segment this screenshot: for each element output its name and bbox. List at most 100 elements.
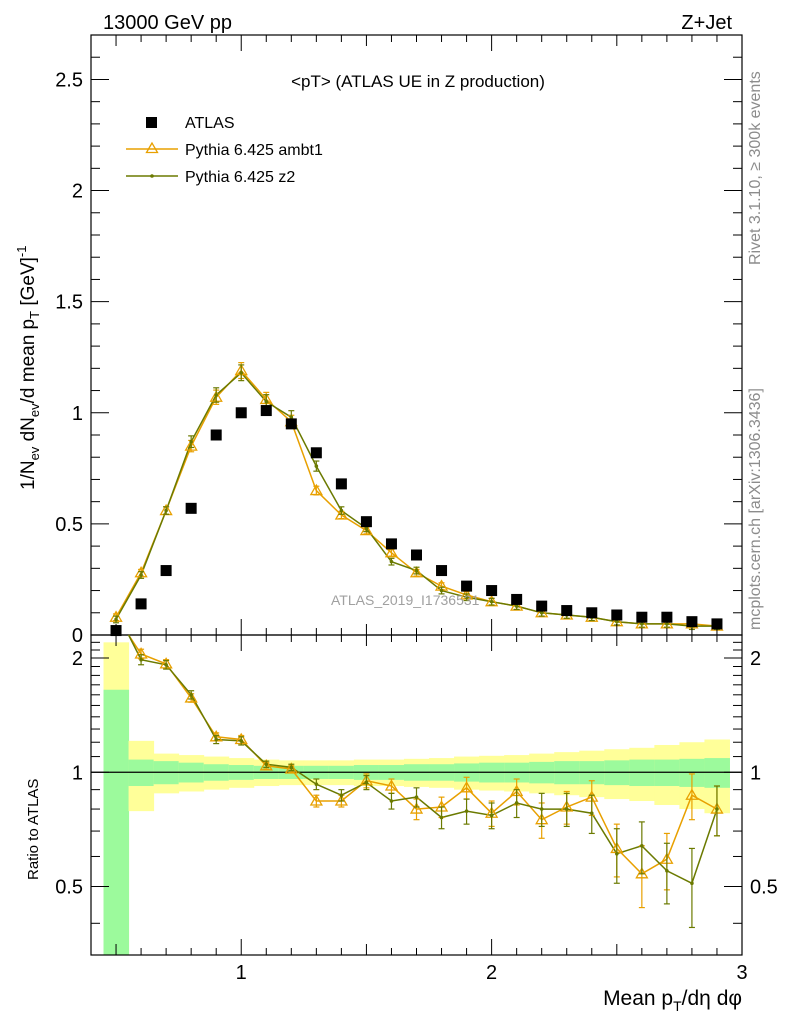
marker-atlas xyxy=(711,618,723,630)
marker-ambt1 xyxy=(309,483,323,496)
marker-atlas xyxy=(611,609,623,621)
series-line-z2 xyxy=(115,371,717,627)
marker-atlas xyxy=(210,429,222,441)
mcplots-label: mcplots.cern.ch [arXiv:1306.3436] xyxy=(747,388,764,630)
marker-z2 xyxy=(264,399,269,404)
marker-z2 xyxy=(665,622,669,626)
marker-z2 xyxy=(289,415,294,420)
marker-z2 xyxy=(189,439,193,444)
marker-ambt1 xyxy=(359,523,374,536)
y-tick-label: 1 xyxy=(72,403,83,425)
marker-atlas xyxy=(160,565,172,577)
marker-z2 xyxy=(414,568,419,573)
marker-z2 xyxy=(539,610,544,615)
legend-marker-z2 xyxy=(150,174,154,178)
marker-z2 xyxy=(189,693,193,697)
marker-atlas xyxy=(511,593,523,605)
marker-z2 xyxy=(214,393,218,397)
marker-z2 xyxy=(665,869,669,873)
marker-atlas xyxy=(586,607,598,619)
ratio-y-tick-label-right: 0.5 xyxy=(750,877,778,899)
marker-z2 xyxy=(564,807,569,811)
ratio-y-tick-label: 1 xyxy=(72,762,83,784)
marker-z2 xyxy=(314,464,319,468)
x-tick-label: 1 xyxy=(236,962,247,984)
y-tick-label: 2 xyxy=(72,181,83,203)
marker-z2 xyxy=(364,780,369,785)
marker-z2 xyxy=(489,599,494,604)
ratio-y-tick-label-right: 2 xyxy=(750,648,761,670)
x-tick-label: 2 xyxy=(486,962,497,984)
main-panel: 0 0.5 1 1.5 2 2.5 xyxy=(55,34,743,647)
marker-atlas xyxy=(385,538,397,550)
y-tick-label: 2.5 xyxy=(55,69,83,91)
marker-atlas xyxy=(461,580,473,592)
rivet-label: Rivet 3.1.10, ≥ 300k events xyxy=(747,71,764,265)
marker-z2 xyxy=(114,617,118,622)
header-right: Z+Jet xyxy=(681,12,732,34)
header-left: 13000 GeV pp xyxy=(103,12,232,34)
marker-z2 xyxy=(615,851,619,856)
marker-z2 xyxy=(690,881,694,886)
marker-z2 xyxy=(214,737,218,742)
marker-ambt1 xyxy=(384,545,399,558)
marker-z2 xyxy=(439,588,444,593)
y-tick-label: 0 xyxy=(72,625,83,647)
marker-ambt1 xyxy=(309,794,323,806)
marker-ambt1 xyxy=(535,605,549,618)
marker-z2 xyxy=(239,370,244,375)
marker-ambt1 xyxy=(635,867,649,879)
marker-atlas xyxy=(260,405,272,417)
marker-ambt1 xyxy=(184,439,198,451)
series-line-ambt1 xyxy=(115,369,718,627)
marker-z2 xyxy=(364,526,369,531)
marker-z2 xyxy=(264,762,269,767)
marker-ambt1 xyxy=(184,691,198,703)
xlabel: Mean pT/dη dφ xyxy=(603,987,742,1014)
plot-title: <pT> (ATLAS UE in Z production) xyxy=(291,72,545,91)
marker-atlas xyxy=(661,611,673,623)
marker-z2 xyxy=(615,619,619,624)
marker-z2 xyxy=(640,622,644,626)
watermark: ATLAS_2019_I1736531 xyxy=(331,592,480,608)
ratio-y-tick-label: 2 xyxy=(72,648,83,670)
marker-ambt1 xyxy=(409,802,424,814)
marker-ambt1 xyxy=(384,779,399,791)
marker-ambt1 xyxy=(284,762,298,774)
marker-z2 xyxy=(514,801,519,805)
y-tick-label: 1.5 xyxy=(55,292,83,314)
marker-z2 xyxy=(715,807,719,811)
marker-atlas xyxy=(185,502,197,514)
marker-z2 xyxy=(589,811,594,816)
legend-label-ambt1: Pythia 6.425 ambt1 xyxy=(185,142,323,159)
legend: ATLAS Pythia 6.425 ambt1 Pythia 6.425 z2 xyxy=(126,115,323,186)
marker-ambt1 xyxy=(510,599,524,611)
marker-z2 xyxy=(339,508,344,513)
marker-z2 xyxy=(389,799,394,803)
marker-atlas xyxy=(686,616,698,628)
marker-z2 xyxy=(314,782,319,787)
marker-ambt1 xyxy=(459,781,474,793)
x-tick-label: 3 xyxy=(736,962,747,984)
marker-z2 xyxy=(414,795,419,799)
marker-z2 xyxy=(164,508,168,513)
marker-z2 xyxy=(389,559,394,564)
marker-ambt1 xyxy=(334,794,349,806)
marker-atlas xyxy=(360,516,372,528)
ratio-y-tick-label-right: 1 xyxy=(750,762,761,784)
marker-atlas xyxy=(310,447,322,459)
legend-label-atlas: ATLAS xyxy=(185,115,235,132)
marker-z2 xyxy=(139,573,143,577)
marker-atlas xyxy=(235,407,247,419)
marker-ambt1 xyxy=(259,759,273,771)
ratio-panel: 1 2 3 0.5 0.5 1 1 2 2 xyxy=(55,35,778,984)
main-ylabel: 1/Nev dNev/d mean pT [GeV]-1 xyxy=(14,246,42,491)
legend-label-z2: Pythia 6.425 z2 xyxy=(185,169,295,186)
marker-ambt1 xyxy=(484,594,499,607)
marker-z2 xyxy=(640,844,644,848)
marker-z2 xyxy=(339,793,344,798)
legend-marker-atlas xyxy=(146,117,157,128)
legend-marker-ambt1 xyxy=(145,141,159,154)
marker-z2 xyxy=(289,765,294,770)
